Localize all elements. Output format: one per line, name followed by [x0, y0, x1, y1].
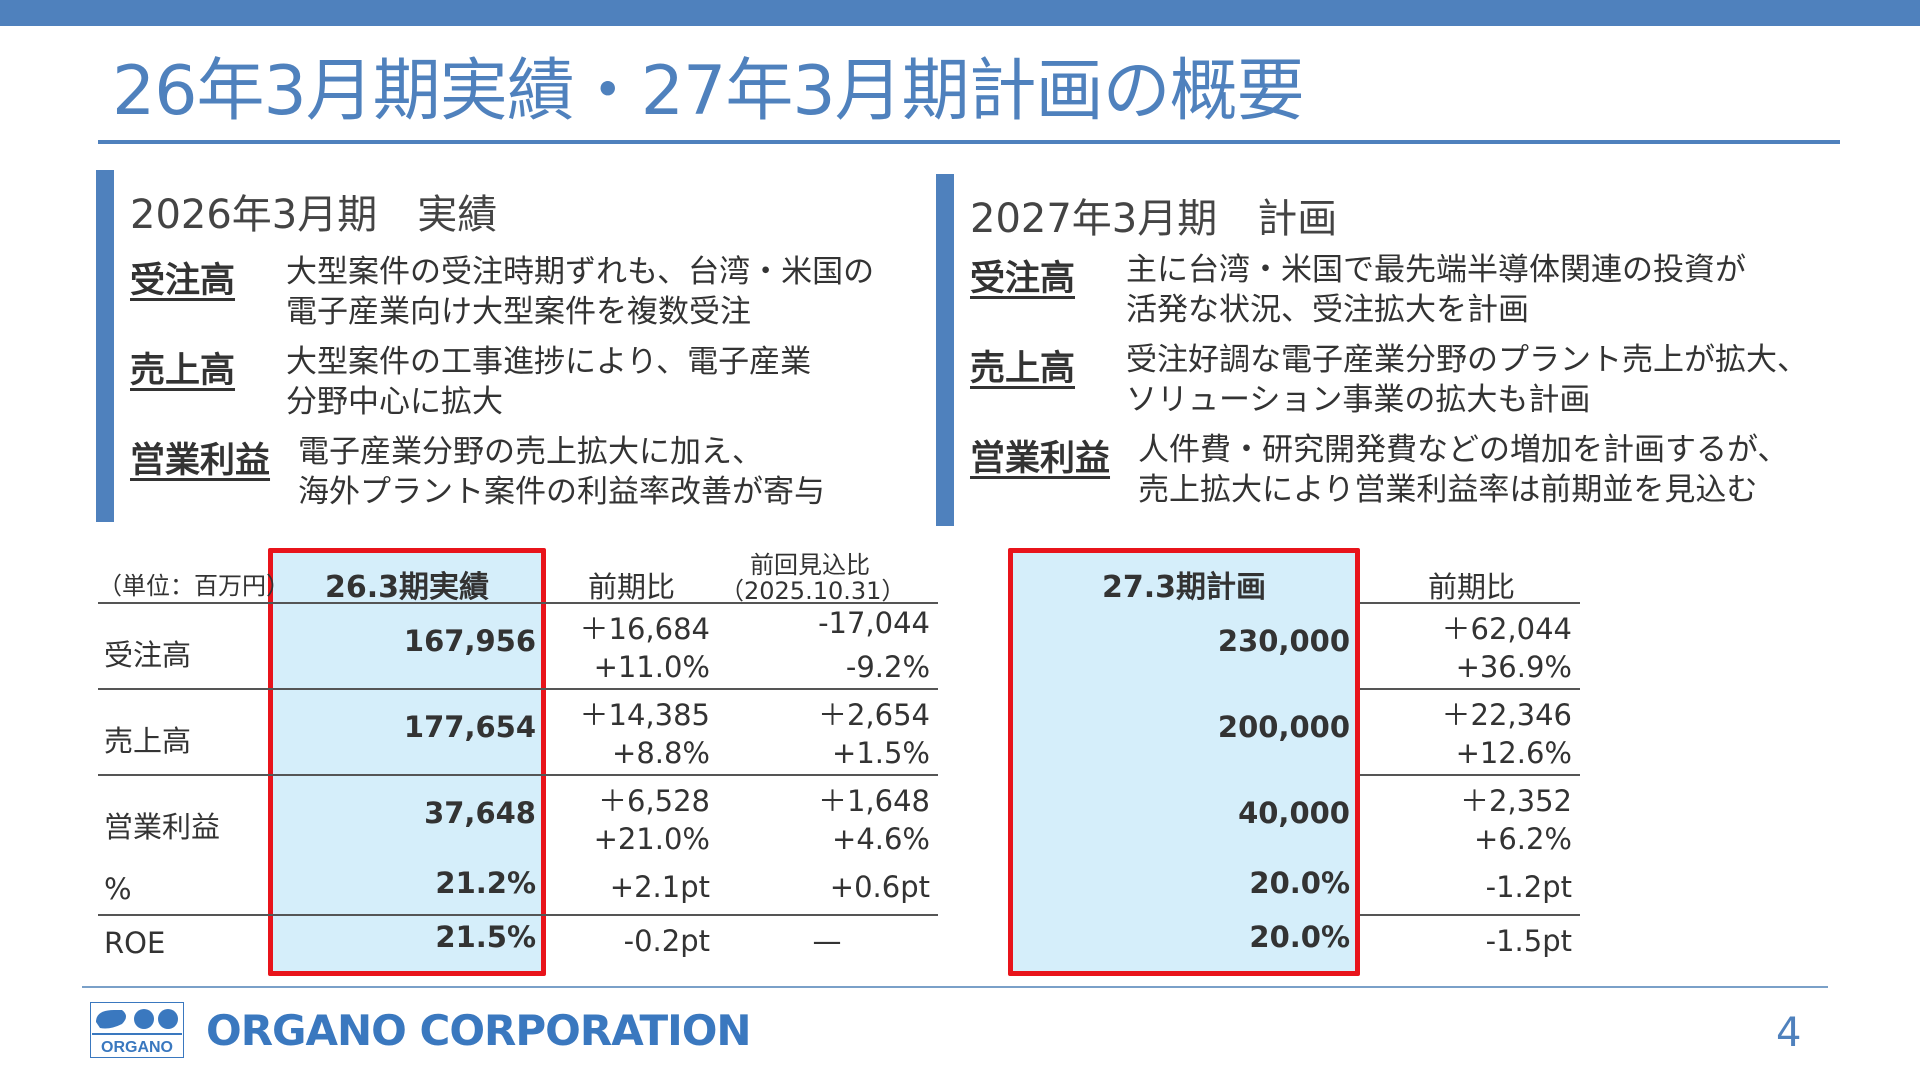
description-line: 受注好調な電子産業分野のプラント売上が拡大、 [1126, 342, 1808, 378]
description-line: 分野中心に拡大 [286, 384, 503, 420]
margin-yoy: +2.1pt [609, 870, 710, 904]
plan-column-header: 27.3期計画 [1101, 570, 1267, 605]
company-name: ORGANO CORPORATION [206, 1006, 752, 1055]
unit-label: （単位：百万円） [98, 572, 290, 600]
item-description: 主に台湾・米国で最先端半導体関連の投資が 活発な状況、受注拡大を計画 [1126, 250, 1746, 330]
item-label: 受注高 [130, 261, 236, 301]
row-rule [98, 688, 938, 690]
footer-rule [82, 986, 1828, 988]
actual-summary-panel: 2026年3月期 実績 受注高 大型案件の受注時期ずれも、台湾・米国の 電子産業… [96, 170, 896, 522]
roe-plan-value: 20.0% [1249, 920, 1350, 954]
logo-text: ORGANO [101, 1039, 173, 1056]
sales-plan-yoy-abs: ＋22,346 [1441, 698, 1572, 732]
description-line: 電子産業向け大型案件を複数受注 [286, 294, 751, 330]
plan-yoy-column-header: 前期比 [1428, 570, 1516, 604]
description-line: 大型案件の受注時期ずれも、台湾・米国の [286, 254, 875, 290]
row-rule [1360, 688, 1580, 690]
row-label-operating-profit: 営業利益 [104, 810, 221, 844]
roe-actual-value: 21.5% [435, 920, 536, 954]
row-rule [98, 774, 938, 776]
op-prev-pct: +4.6% [832, 822, 930, 856]
orders-actual-value: 167,956 [403, 624, 536, 658]
description-line: 海外プラント案件の利益率改善が寄与 [298, 474, 825, 510]
item-label: 売上高 [970, 349, 1076, 389]
sales-plan-value: 200,000 [1217, 710, 1350, 744]
orders-plan-yoy-pct: +36.9% [1455, 650, 1572, 684]
panel-heading: 2026年3月期 実績 [130, 192, 498, 238]
op-yoy-abs: ＋6,528 [597, 784, 710, 818]
item-label: 売上高 [130, 351, 236, 391]
item-description: 大型案件の工事進捗により、電子産業 分野中心に拡大 [286, 342, 811, 422]
item-description: 人件費・研究開発費などの増加を計画するが、 売上拡大により営業利益率は前期並を見… [1138, 430, 1788, 510]
op-plan-value: 40,000 [1238, 796, 1350, 830]
row-label-margin: % [104, 872, 132, 906]
roe-prev: — [812, 924, 842, 958]
item-description: 電子産業分野の売上拡大に加え、 海外プラント案件の利益率改善が寄与 [298, 432, 825, 512]
description-line: 売上拡大により営業利益率は前期並を見込む [1138, 472, 1758, 508]
row-rule [1360, 774, 1580, 776]
margin-plan-yoy: -1.2pt [1485, 870, 1572, 904]
margin-prev: +0.6pt [829, 870, 930, 904]
op-actual-value: 37,648 [424, 796, 536, 830]
actual-column-highlight [268, 548, 546, 976]
orders-plan-value: 230,000 [1217, 624, 1350, 658]
sales-plan-yoy-pct: +12.6% [1455, 736, 1572, 770]
margin-actual-value: 21.2% [435, 866, 536, 900]
description-line: 電子産業分野の売上拡大に加え、 [298, 434, 763, 470]
row-rule [98, 914, 938, 916]
sales-yoy-abs: ＋14,385 [579, 698, 710, 732]
sales-actual-value: 177,654 [403, 710, 536, 744]
item-description: 受注好調な電子産業分野のプラント売上が拡大、 ソリューション事業の拡大も計画 [1126, 340, 1808, 420]
op-yoy-pct: +21.0% [593, 822, 710, 856]
panel-accent-bar [96, 170, 114, 522]
panel-heading: 2027年3月期 計画 [970, 196, 1338, 242]
page-title: 26年3月期実績・27年3月期計画の概要 [112, 52, 1305, 131]
header-line: （2025.10.31） [720, 577, 906, 605]
description-line: 活発な状況、受注拡大を計画 [1126, 292, 1529, 328]
item-label: 営業利益 [130, 441, 271, 481]
panel-accent-bar [936, 174, 954, 526]
header-rule [1360, 602, 1580, 604]
margin-plan-value: 20.0% [1249, 866, 1350, 900]
op-plan-yoy-pct: +6.2% [1474, 822, 1572, 856]
description-line: 大型案件の工事進捗により、電子産業 [286, 344, 812, 380]
sales-prev-abs: ＋2,654 [817, 698, 930, 732]
organo-logo-icon: ORGANO [90, 1002, 184, 1058]
row-rule [1360, 914, 1580, 916]
header-line: 前回見込比 [750, 551, 870, 579]
roe-plan-yoy: -1.5pt [1485, 924, 1572, 958]
op-prev-abs: ＋1,648 [817, 784, 930, 818]
orders-prev-abs: -17,044 [818, 606, 930, 640]
roe-yoy: -0.2pt [623, 924, 710, 958]
description-line: 人件費・研究開発費などの増加を計画するが、 [1138, 432, 1789, 468]
item-label: 受注高 [970, 259, 1076, 299]
item-description: 大型案件の受注時期ずれも、台湾・米国の 電子産業向け大型案件を複数受注 [286, 252, 874, 332]
header-rule [98, 602, 938, 604]
top-accent-bar [0, 0, 1920, 26]
item-label: 営業利益 [970, 439, 1111, 479]
plan-table: 27.3期計画 前期比 230,000 ＋62,044 +36.9% 200,0… [0, 548, 1920, 978]
description-line: ソリューション事業の拡大も計画 [1126, 382, 1591, 418]
orders-prev-pct: -9.2% [845, 650, 930, 684]
row-label-orders: 受注高 [104, 638, 192, 672]
plan-summary-panel: 2027年3月期 計画 受注高 主に台湾・米国で最先端半導体関連の投資が 活発な… [936, 174, 1836, 526]
actual-column-header: 26.3期実績 [324, 570, 490, 605]
op-plan-yoy-abs: ＋2,352 [1459, 784, 1572, 818]
orders-yoy-pct: +11.0% [593, 650, 710, 684]
page-number: 4 [1776, 1010, 1802, 1056]
yoy-column-header: 前期比 [588, 570, 676, 604]
sales-prev-pct: +1.5% [832, 736, 930, 770]
actual-results-table: （単位：百万円） 26.3期実績 前期比 前回見込比 （2025.10.31） … [0, 548, 960, 978]
row-label-sales: 売上高 [104, 724, 192, 758]
orders-plan-yoy-abs: ＋62,044 [1441, 612, 1572, 646]
title-underline [98, 140, 1840, 144]
plan-column-highlight [1008, 548, 1360, 976]
prev-forecast-column-header: 前回見込比 （2025.10.31） [720, 551, 906, 605]
description-line: 主に台湾・米国で最先端半導体関連の投資が [1126, 252, 1746, 288]
row-label-roe: ROE [104, 926, 166, 960]
sales-yoy-pct: +8.8% [612, 736, 710, 770]
orders-yoy-abs: ＋16,684 [579, 612, 710, 646]
